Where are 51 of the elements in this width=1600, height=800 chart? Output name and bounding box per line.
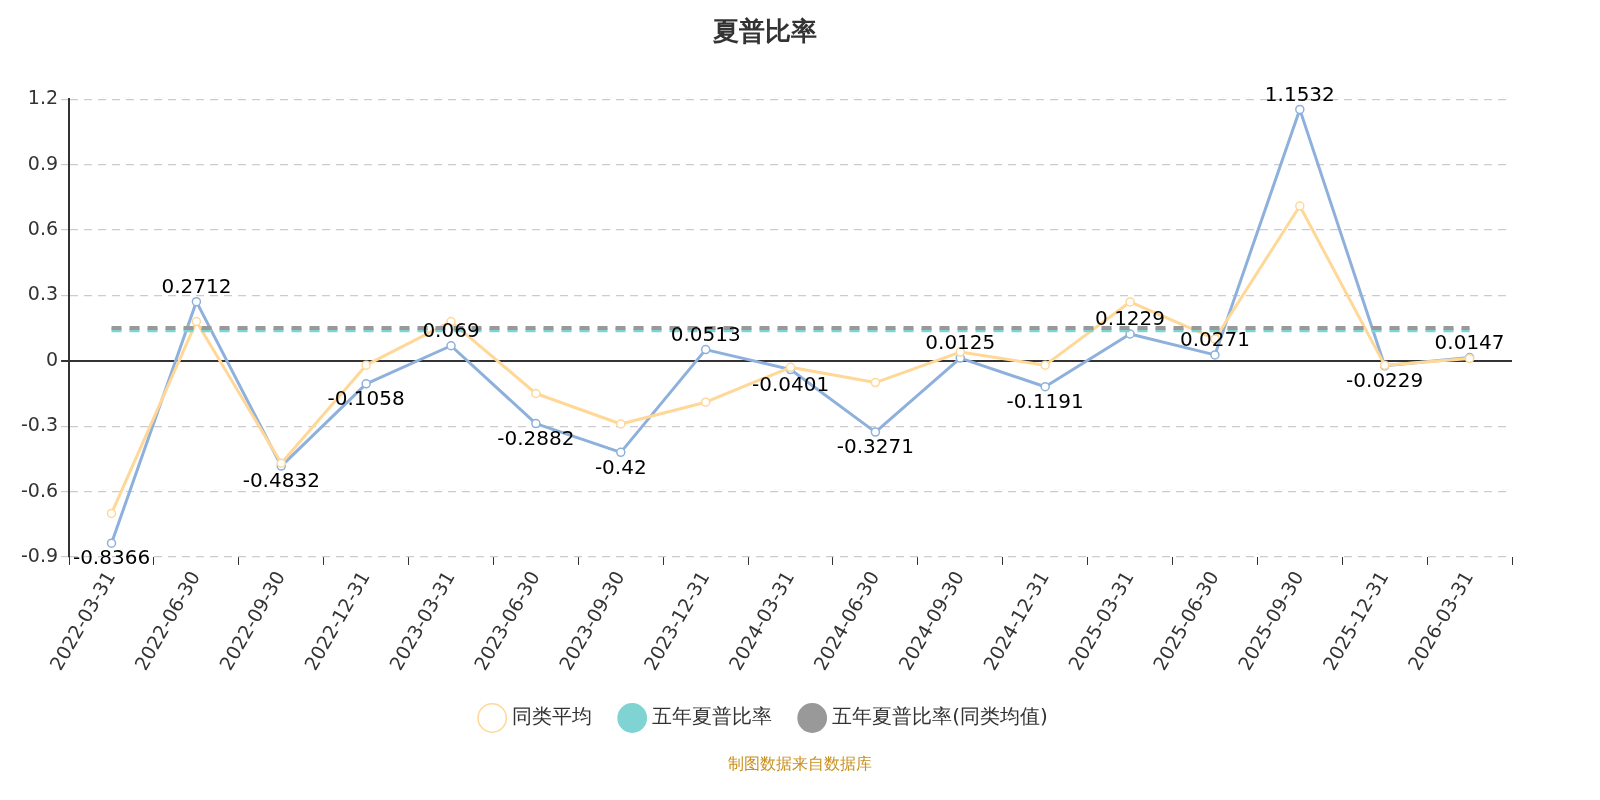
- point: [700, 397, 711, 407]
- data-label: -0.8366: [72, 545, 151, 570]
- data-label: -0.1058: [327, 386, 405, 411]
- legend-label: 同类平均: [512, 704, 593, 729]
- data-label: 0.0147: [1434, 329, 1505, 354]
- data-label: -0.4832: [242, 468, 320, 493]
- y-tick-label: 1.2: [27, 86, 59, 109]
- point: [361, 360, 371, 370]
- data-label: 0.0271: [1179, 327, 1250, 352]
- data-label: -0.1191: [1006, 388, 1084, 413]
- point: [700, 344, 711, 355]
- data-label: 0.0513: [670, 321, 741, 346]
- data-label: -0.3271: [836, 434, 915, 459]
- data-label: -0.2882: [497, 425, 575, 450]
- y-tick-label: 0: [45, 347, 59, 370]
- data-label: -0.0401: [751, 371, 830, 396]
- point: [531, 418, 541, 429]
- data-label: 0.2712: [161, 273, 232, 298]
- legend-label: 五年夏普比率: [652, 704, 773, 729]
- point: [1295, 104, 1305, 115]
- data-label: -0.0229: [1346, 367, 1424, 392]
- point: [191, 316, 202, 327]
- point: [106, 538, 117, 548]
- point: [106, 508, 117, 519]
- chart-title: 夏普比率: [712, 16, 817, 47]
- point: [1040, 382, 1050, 392]
- text: 制图数据来自数据库: [727, 754, 873, 775]
- legend-label: 五年夏普比率(同类均值): [832, 704, 1048, 729]
- data-label: 1.1532: [1264, 81, 1335, 106]
- point: [1040, 360, 1050, 370]
- y-tick-label: -0.9: [20, 543, 59, 566]
- point: [1295, 201, 1305, 211]
- point: [1210, 350, 1220, 360]
- point: [1125, 297, 1135, 307]
- point: [531, 388, 541, 399]
- y-tick-label: 0.6: [27, 216, 59, 239]
- point: [870, 377, 881, 388]
- y-tick-label: 0.9: [27, 151, 59, 174]
- data-label: 0.0125: [925, 330, 996, 355]
- y-tick-label: -0.3: [20, 413, 59, 436]
- y-tick-label: -0.6: [20, 478, 59, 501]
- point: [191, 296, 202, 307]
- point: [870, 427, 881, 437]
- data-label: 0.069: [422, 317, 480, 342]
- data-label: 0.1229: [1095, 306, 1166, 331]
- point: [446, 340, 456, 351]
- point: [616, 447, 626, 458]
- data-label: -0.42: [594, 454, 647, 479]
- point: [616, 419, 626, 429]
- point: [361, 379, 371, 389]
- y-tick-label: 0.3: [27, 282, 59, 305]
